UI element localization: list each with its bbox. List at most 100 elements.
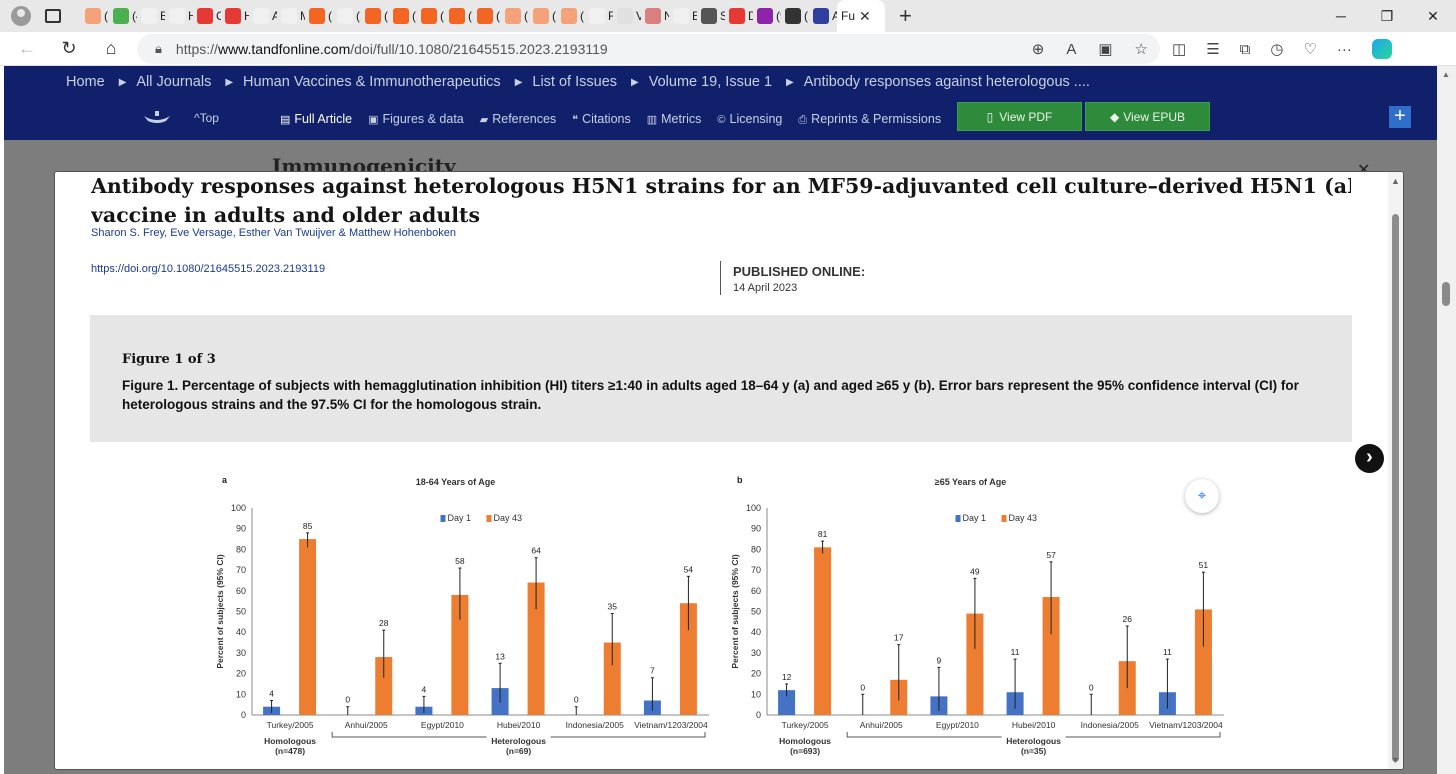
chart-a-svg: a 18-64 Years of Age Percent of subjects (… — [215, 475, 709, 756]
browser-tab[interactable]: (10 — [305, 0, 333, 32]
tab-active-label: Fu — [841, 9, 856, 23]
view-epub-button[interactable]: ◆ View EPUB — [1085, 102, 1210, 131]
doi-link[interactable]: https://doi.org/10.1080/21645515.2023.21… — [91, 263, 326, 275]
profile-avatar-icon[interactable] — [11, 6, 31, 26]
favorites-icon[interactable]: ☰ — [1206, 41, 1220, 58]
x-tick-label: Vietnam/1203/2004 — [1149, 720, 1223, 730]
browser-tab[interactable]: (10 — [81, 0, 109, 32]
browser-tab[interactable]: Ho — [221, 0, 249, 32]
article-authors[interactable]: Sharon S. Frey, Eve Versage, Esther Van … — [91, 227, 457, 239]
minimize-icon[interactable]: ─ — [1336, 8, 1346, 24]
y-tick-label: 30 — [751, 648, 761, 658]
refresh-icon[interactable]: ↻ — [61, 38, 77, 58]
tab-label: (98 — [776, 9, 781, 23]
back-icon[interactable]: ← — [18, 38, 36, 58]
browser-tab[interactable]: (10 — [389, 0, 417, 32]
data-label: 0 — [345, 695, 350, 705]
journal-logo-icon[interactable] — [142, 110, 172, 124]
breadcrumb-item[interactable]: Human Vaccines & Immunotherapeutics — [243, 74, 501, 90]
bar — [299, 539, 317, 715]
breadcrumb-item[interactable]: Antibody responses against heterologous … — [803, 74, 1090, 90]
browser-tab[interactable]: Sp — [697, 0, 725, 32]
browser-tab[interactable]: An — [809, 0, 837, 32]
browser-tab[interactable]: BI — [137, 0, 165, 32]
address-bar[interactable]: 🔒︎ https://www.tandfonline.com/doi/full/… — [137, 34, 1160, 64]
nav-full-article[interactable]: ▤ Full Article — [280, 112, 353, 126]
close-tab-icon[interactable]: ✕ — [859, 7, 871, 24]
data-label: 9 — [937, 655, 942, 665]
browser-tab[interactable]: (10 — [781, 0, 809, 32]
breadcrumb-item[interactable]: List of Issues — [532, 74, 618, 90]
modal-scroll-up-icon[interactable]: ▲ — [1391, 176, 1400, 186]
nav-metrics[interactable]: ▥ Metrics — [646, 112, 702, 126]
restore-icon[interactable]: ❐ — [1380, 7, 1394, 24]
modal-scroll-down-icon[interactable]: ▼ — [1391, 755, 1400, 765]
scroll-up-icon[interactable]: ▲ — [1442, 70, 1450, 79]
zoom-icon[interactable]: ⊕ — [1031, 41, 1045, 58]
back-to-top-link[interactable]: ^Top — [194, 111, 219, 125]
data-label: 58 — [455, 556, 465, 566]
figure-count: Figure 1 of 3 — [122, 352, 216, 367]
browser-tab[interactable]: A — [249, 0, 277, 32]
browser-tab[interactable]: (10 — [333, 0, 361, 32]
nav-reprints[interactable]: ⎙ Reprints & Permissions — [798, 112, 942, 126]
chart-panel-label: a — [222, 475, 228, 485]
browser-tab[interactable]: EX — [669, 0, 697, 32]
immersive-reader-icon[interactable]: ▣ — [1098, 41, 1113, 58]
page-scroll-thumb[interactable] — [1442, 282, 1450, 306]
breadcrumb-item[interactable]: Volume 19, Issue 1 — [648, 74, 773, 90]
tab-actions-icon[interactable] — [45, 9, 61, 23]
read-aloud-icon[interactable]: A — [1066, 40, 1077, 58]
browser-tab[interactable]: (10 — [501, 0, 529, 32]
browser-tab[interactable]: (10 — [473, 0, 501, 32]
page-scrollbar[interactable]: ▲ — [1437, 66, 1456, 774]
tab-active[interactable]: Fu ✕ — [837, 0, 885, 32]
browser-tab[interactable]: FD — [585, 0, 613, 32]
favorite-star-icon[interactable]: ☆ — [1134, 41, 1148, 58]
collections-icon[interactable]: ⧉ — [1239, 40, 1251, 58]
browser-tab[interactable]: (42 — [109, 0, 137, 32]
expand-plus-button[interactable]: + — [1389, 106, 1411, 128]
tab-label: (10 — [580, 9, 585, 23]
browser-tab[interactable]: (10 — [445, 0, 473, 32]
tab-favicon-icon — [253, 8, 269, 24]
tab-label: Mo — [300, 9, 305, 23]
tab-label: A — [272, 9, 277, 23]
tab-favicon-icon — [281, 8, 297, 24]
browser-tab[interactable]: Mo — [277, 0, 305, 32]
history-icon[interactable]: ◷ — [1270, 41, 1284, 58]
data-label: 11 — [1163, 647, 1172, 657]
nav-citations[interactable]: ❝ Citations — [572, 112, 631, 126]
browser-tab[interactable]: Vic — [613, 0, 641, 32]
modal-scrollbar[interactable]: ▲ ▼ — [1388, 172, 1403, 769]
split-screen-icon[interactable]: ◫ — [1172, 41, 1187, 58]
modal-scroll-thumb[interactable] — [1392, 214, 1399, 762]
close-window-icon[interactable]: ✕ — [1427, 7, 1439, 24]
browser-tab[interactable]: (10 — [417, 0, 445, 32]
new-tab-icon[interactable]: + — [899, 3, 912, 28]
browser-essentials-icon[interactable]: ♡ — [1303, 41, 1317, 58]
breadcrumb-item[interactable]: All Journals — [136, 74, 212, 90]
nav-references[interactable]: ▰ References — [479, 112, 557, 126]
browser-tab[interactable]: (10 — [557, 0, 585, 32]
browser-tab[interactable]: (10 — [529, 0, 557, 32]
next-figure-button[interactable]: › — [1355, 444, 1384, 473]
view-pdf-button[interactable]: ▯ View PDF — [957, 102, 1082, 131]
lock-icon[interactable]: 🔒︎ — [155, 41, 162, 56]
address-url[interactable]: https://www.tandfonline.com/doi/full/10.… — [175, 41, 608, 57]
tab-favicon-icon — [785, 8, 801, 24]
browser-tab[interactable]: Ho — [165, 0, 193, 32]
breadcrumb-item[interactable]: Home — [66, 74, 105, 90]
copilot-icon[interactable] — [1371, 39, 1392, 59]
browser-tab[interactable]: Ca — [193, 0, 221, 32]
nav-licensing[interactable]: © Licensing — [717, 112, 783, 126]
more-menu-icon[interactable]: ··· — [1336, 40, 1352, 58]
visual-search-icon[interactable]: ⌖ — [1185, 479, 1219, 513]
nav-figures-data[interactable]: ▣ Figures & data — [368, 112, 464, 126]
group-label: Heterologous — [1006, 736, 1061, 746]
browser-tab[interactable]: Ne — [641, 0, 669, 32]
browser-tab[interactable]: (98 — [753, 0, 781, 32]
browser-tab[interactable]: (10 — [361, 0, 389, 32]
browser-tab[interactable]: Du — [725, 0, 753, 32]
home-icon[interactable]: ⌂ — [105, 38, 117, 58]
